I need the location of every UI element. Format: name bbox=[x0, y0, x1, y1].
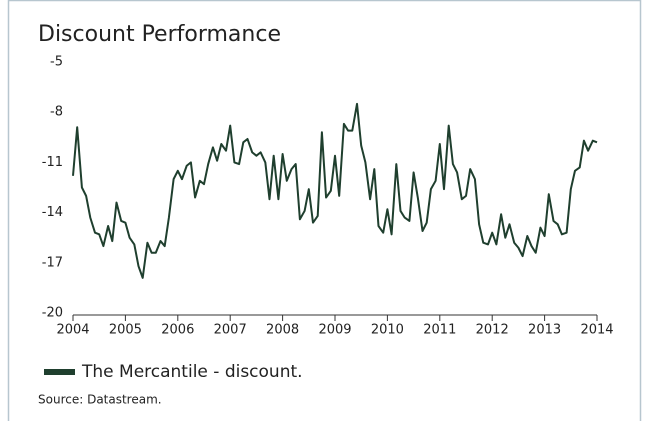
source-note: Source: Datastream. bbox=[38, 393, 162, 407]
x-tick-label: 2004 bbox=[56, 323, 89, 338]
y-tick-label: -14 bbox=[42, 205, 63, 220]
x-tick-label: 2012 bbox=[476, 323, 509, 338]
x-tick-label: 2008 bbox=[266, 323, 299, 338]
x-tick-label: 2007 bbox=[214, 323, 247, 338]
x-tick-label: 2013 bbox=[528, 323, 561, 338]
x-tick-label: 2011 bbox=[423, 323, 456, 338]
legend-swatch bbox=[44, 369, 75, 375]
x-tick-label: 2006 bbox=[161, 323, 194, 338]
x-tick-label: 2010 bbox=[371, 323, 404, 338]
x-tick-label: 2009 bbox=[318, 323, 351, 338]
data-line bbox=[72, 102, 598, 279]
y-tick-label: -20 bbox=[42, 306, 63, 321]
y-tick-label: -17 bbox=[42, 255, 63, 270]
y-tick-label: -11 bbox=[42, 155, 63, 170]
y-tick-label: -5 bbox=[50, 55, 63, 70]
chart-title: Discount Performance bbox=[38, 22, 281, 47]
y-tick-label: -8 bbox=[50, 105, 63, 120]
frame bbox=[7, 0, 642, 421]
legend-label: The Mercantile - discount. bbox=[81, 362, 303, 382]
x-tick-label: 2014 bbox=[580, 323, 613, 338]
x-tick-label: 2005 bbox=[109, 323, 142, 338]
